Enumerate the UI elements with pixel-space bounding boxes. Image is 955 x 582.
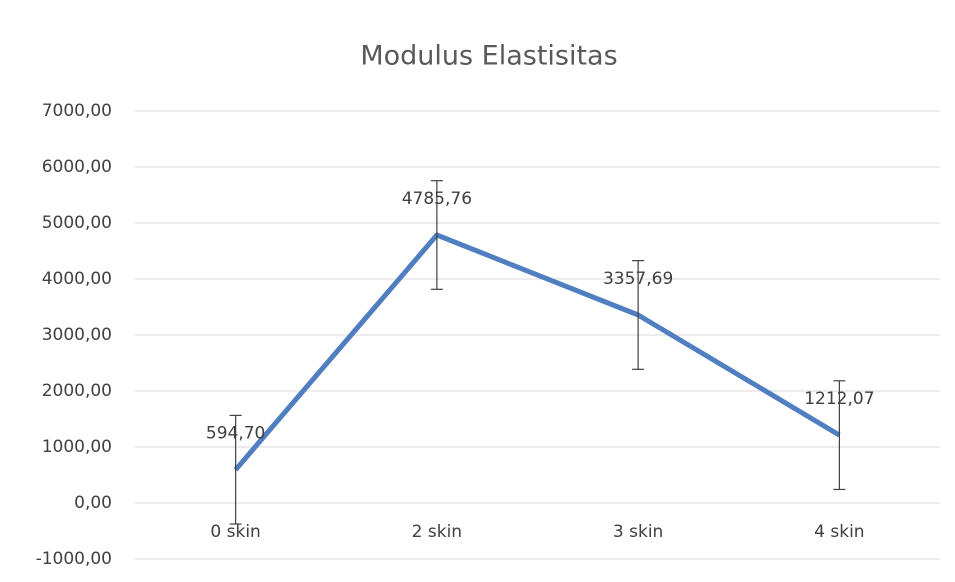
x-tick-label: 0 skin	[210, 522, 260, 542]
x-tick-label: 4 skin	[814, 522, 864, 542]
y-tick-label: -1000,00	[36, 549, 112, 569]
y-tick-label: 3000,00	[42, 325, 112, 345]
y-tick-label: 2000,00	[42, 381, 112, 401]
chart-title: Modulus Elastisitas	[360, 41, 617, 72]
y-tick-label: 5000,00	[42, 213, 112, 233]
y-tick-label: 0,00	[74, 493, 112, 513]
x-tick-label: 3 skin	[613, 522, 663, 542]
x-tick-label: 2 skin	[412, 522, 462, 542]
y-tick-label: 4000,00	[42, 269, 112, 289]
data-line	[233, 232, 841, 472]
y-tick-label: 7000,00	[42, 101, 112, 121]
y-tick-label: 6000,00	[42, 157, 112, 177]
data-label: 3357,69	[603, 269, 673, 289]
data-label: 594,70	[206, 424, 265, 444]
data-label: 4785,76	[402, 189, 472, 209]
data-label: 1212,07	[804, 389, 874, 409]
y-tick-label: 1000,00	[42, 437, 112, 457]
